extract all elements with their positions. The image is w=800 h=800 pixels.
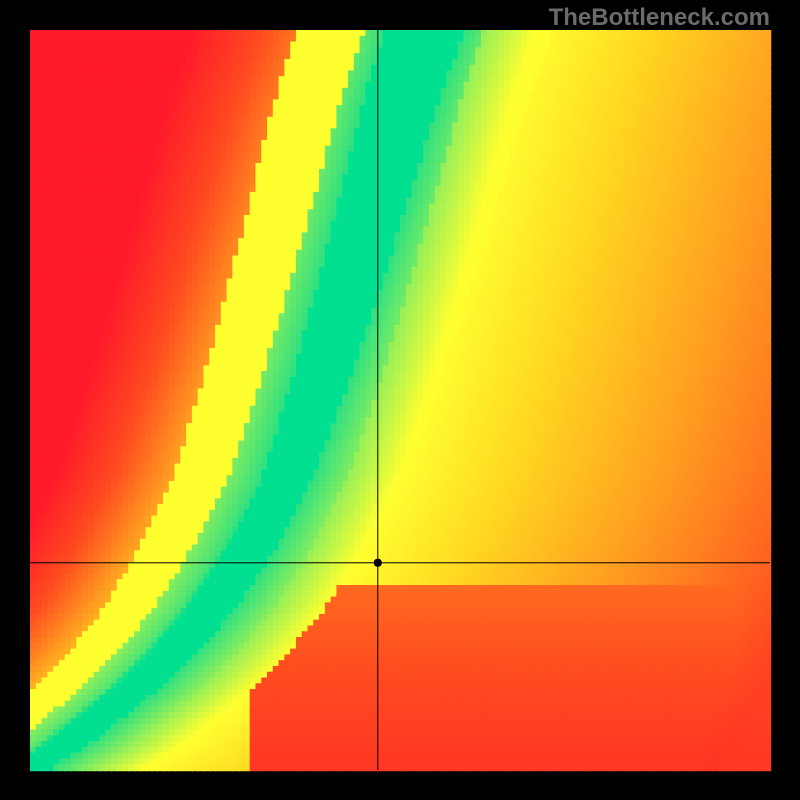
chart-container: TheBottleneck.com: [0, 0, 800, 800]
watermark-text: TheBottleneck.com: [549, 4, 770, 32]
bottleneck-heatmap: [0, 0, 800, 800]
